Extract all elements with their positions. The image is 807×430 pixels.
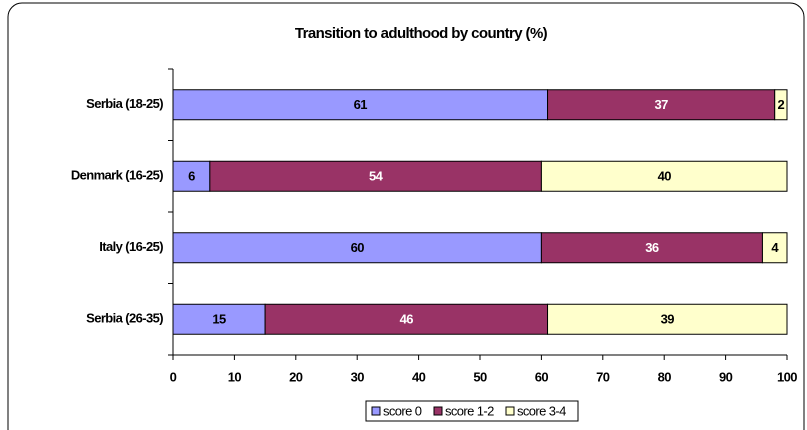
data-label: 61	[354, 97, 368, 112]
legend-label: score 0	[383, 403, 422, 418]
bar-segment	[172, 303, 266, 335]
data-label: 46	[400, 312, 414, 327]
x-tick-label: 80	[658, 369, 672, 384]
legend-swatch	[433, 406, 443, 416]
bar-segment	[547, 303, 788, 335]
bar-segment	[209, 160, 542, 192]
data-label: 6	[188, 169, 195, 184]
y-tick-label: Serbia (26-35)	[86, 311, 163, 326]
chart-title: Transition to adulthood by country (%)	[295, 25, 548, 42]
x-tick-label: 100	[777, 369, 797, 384]
x-tick-label: 60	[535, 369, 549, 384]
bar-segment	[172, 232, 542, 264]
data-label: 40	[658, 169, 672, 184]
x-tick-label: 90	[719, 369, 733, 384]
x-tick-label: 10	[228, 369, 242, 384]
data-label: 15	[212, 312, 226, 327]
legend-swatch	[505, 406, 515, 416]
data-label: 36	[645, 240, 659, 255]
bar-segment	[540, 160, 788, 192]
x-tick-label: 30	[351, 369, 365, 384]
x-tick-label: 70	[596, 369, 610, 384]
data-label: 37	[654, 97, 668, 112]
data-label: 2	[778, 97, 785, 112]
data-label: 39	[661, 312, 675, 327]
bar-segment	[264, 303, 549, 335]
data-label: 4	[771, 240, 779, 255]
bar-segment	[540, 232, 763, 264]
y-tick-label: Italy (16-25)	[99, 239, 163, 254]
chart-border	[7, 2, 805, 430]
bar-segment	[761, 232, 788, 264]
legend-box	[365, 400, 579, 422]
data-label: 60	[351, 240, 365, 255]
data-label: 54	[369, 169, 384, 184]
y-tick-label: Serbia (18-25)	[86, 96, 163, 111]
y-tick-label: Denmark (16-25)	[71, 168, 163, 183]
legend-label: score 3-4	[517, 403, 566, 418]
legend-swatch	[371, 406, 381, 416]
x-tick-label: 0	[170, 369, 177, 384]
x-tick-label: 40	[412, 369, 426, 384]
x-tick-label: 50	[473, 369, 487, 384]
bar-segment	[774, 89, 788, 121]
legend-label: score 1-2	[445, 403, 494, 418]
x-tick-label: 20	[289, 369, 303, 384]
